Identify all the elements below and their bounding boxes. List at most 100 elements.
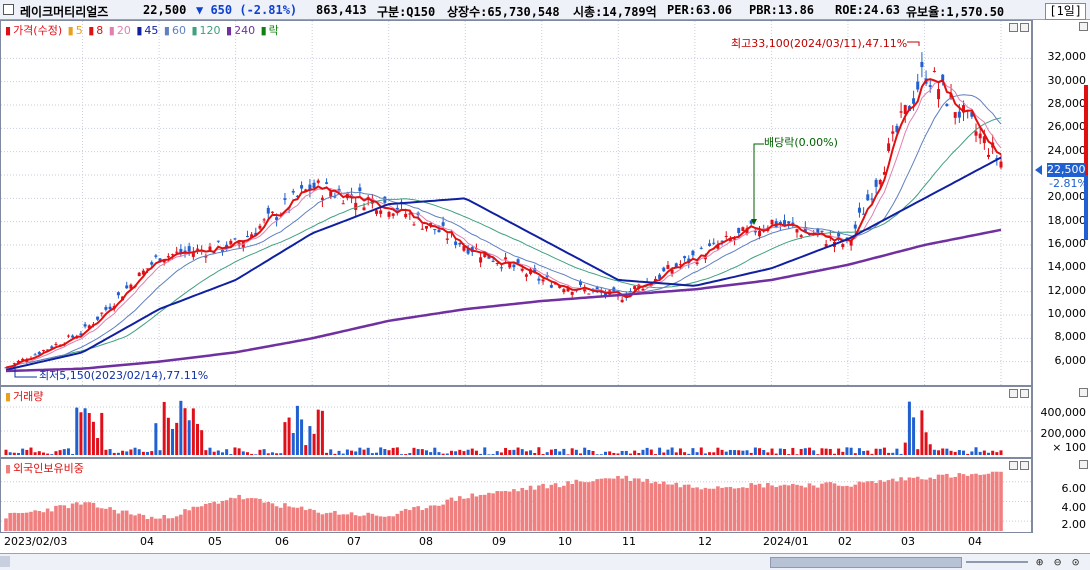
- foreign-bar: [349, 512, 354, 531]
- panel-window-buttons[interactable]: [1007, 23, 1029, 35]
- minimize-icon[interactable]: [1009, 23, 1018, 32]
- foreign-bar: [782, 484, 787, 531]
- legend-ma60[interactable]: 60: [171, 24, 186, 37]
- volume-bar: [749, 452, 753, 455]
- volume-bar: [437, 452, 441, 455]
- minimize-icon[interactable]: [1079, 22, 1088, 31]
- foreign-bar: [628, 480, 633, 531]
- foreign-panel[interactable]: ▮ 외국인보유비중: [0, 458, 1032, 533]
- zoom-out-icon[interactable]: ⊖: [1054, 555, 1062, 569]
- stock-checkbox[interactable]: [3, 4, 14, 15]
- price-tick-label: 30,000: [1047, 73, 1087, 87]
- foreign-bar: [457, 496, 462, 531]
- volume-bar: [824, 448, 828, 455]
- volume-bar: [670, 447, 674, 455]
- volume-bar: [708, 452, 712, 455]
- volume-bar: [703, 453, 707, 455]
- candle-body: [146, 268, 150, 270]
- foreign-bar: [711, 488, 716, 531]
- legend-ma45[interactable]: 45: [144, 24, 159, 37]
- candle-body: [233, 238, 237, 240]
- foreign-bar: [549, 484, 554, 531]
- volume-bar: [720, 449, 724, 455]
- foreign-bar: [49, 511, 54, 531]
- legend-drop[interactable]: 락: [268, 24, 279, 37]
- legend-price[interactable]: 가격(수정): [13, 24, 63, 37]
- volume-bar: [912, 417, 916, 455]
- scroll-left-icon[interactable]: [0, 556, 10, 567]
- candle-body: [316, 180, 320, 183]
- panel-window-buttons[interactable]: [1007, 389, 1029, 401]
- minimize-icon[interactable]: [1009, 389, 1018, 398]
- candle-body: [920, 61, 924, 68]
- close-icon[interactable]: [1020, 389, 1029, 398]
- foreign-bar: [824, 482, 828, 531]
- close-icon[interactable]: [1020, 461, 1029, 470]
- axis-window-buttons[interactable]: [1077, 388, 1088, 400]
- dividend-annotation: 배당락(0.00%): [764, 136, 838, 149]
- market-type: 구분:Q150: [377, 5, 436, 19]
- legend-ma5[interactable]: 5: [75, 24, 83, 37]
- down-range-bar: [1084, 175, 1088, 240]
- foreign-bar: [179, 514, 183, 531]
- candle-body: [999, 161, 1003, 168]
- candle-body: [624, 294, 628, 298]
- zoom-in-icon[interactable]: ⊕: [1036, 555, 1044, 569]
- volume-bar: [416, 449, 420, 455]
- price-axis[interactable]: 6,000 8,000 10,000 12,000 14,000 16,000 18,000…: [1032, 20, 1090, 386]
- volume-bar: [687, 453, 691, 455]
- close-icon[interactable]: [1020, 23, 1029, 32]
- candle-body: [116, 292, 120, 296]
- foreign-bar: [607, 478, 612, 531]
- price-tick-label: 14,000: [1047, 260, 1087, 274]
- volume-bar: [137, 449, 141, 455]
- legend-volume[interactable]: 거래량: [13, 390, 44, 403]
- foreign-bar: [449, 497, 454, 531]
- stock-name[interactable]: 레이크머티리얼즈: [20, 5, 109, 19]
- volume-panel[interactable]: ▮ 거래량: [0, 386, 1032, 458]
- legend-ma120[interactable]: 120: [199, 24, 221, 37]
- price-tick-label: 16,000: [1047, 237, 1087, 250]
- zoom-slider[interactable]: [966, 561, 1028, 563]
- quote-bar: 레이크머티리얼즈 22,500 ▼ 650 (-2.81%) 863,413 구…: [0, 0, 1090, 20]
- price-panel[interactable]: ▮ 가격(수정) ▮ 5 ▮ 8 ▮ 20 ▮ 45 ▮ 60 ▮ 120 ▮ 240 ▮ 락 최…: [0, 20, 1032, 386]
- foreign-bar: [274, 506, 279, 531]
- minimize-icon[interactable]: [1079, 460, 1088, 469]
- scroll-thumb[interactable]: [770, 557, 962, 568]
- legend-foreign[interactable]: 외국인보유비중: [13, 462, 84, 475]
- axis-window-buttons[interactable]: [1077, 22, 1088, 34]
- foreign-axis[interactable]: 6.00 4.00 2.00: [1032, 458, 1090, 533]
- period-selector[interactable]: [1일]: [1045, 3, 1086, 20]
- foreign-bar: [116, 513, 121, 531]
- zoom-reset-icon[interactable]: ⊙: [1072, 555, 1080, 569]
- volume-bar: [129, 449, 133, 455]
- foreign-bar: [587, 482, 591, 531]
- volume-bar: [866, 450, 870, 455]
- volume-axis[interactable]: 400,000 200,000 × 100: [1032, 386, 1090, 458]
- candle-body: [887, 143, 891, 151]
- axis-window-buttons[interactable]: [1077, 460, 1088, 472]
- legend-ma20[interactable]: 20: [116, 24, 131, 37]
- minimize-icon[interactable]: [1079, 388, 1088, 397]
- volume-bar: [171, 428, 175, 455]
- volume-tick-400000: 400,000: [1040, 406, 1087, 419]
- volume-bar: [395, 447, 399, 455]
- foreign-bar: [707, 488, 712, 531]
- legend-ma240[interactable]: 240: [234, 24, 256, 37]
- volume-bar: [907, 401, 911, 455]
- legend-ma8[interactable]: 8: [96, 24, 104, 37]
- volume-bar: [133, 447, 137, 455]
- minimize-icon[interactable]: [1009, 461, 1018, 470]
- candle-body: [987, 154, 991, 157]
- volume-bar: [812, 450, 816, 455]
- foreign-bar: [216, 503, 221, 531]
- volume-bar: [266, 453, 270, 455]
- panel-window-buttons[interactable]: [1007, 461, 1029, 473]
- candle-body: [275, 217, 279, 221]
- volume-bar: [279, 453, 283, 455]
- volume-bar: [216, 450, 220, 455]
- foreign-bar: [166, 518, 171, 531]
- scroll-bar[interactable]: ⊕ ⊖ ⊙: [0, 553, 1090, 570]
- foreign-bar: [437, 505, 441, 531]
- candle-body: [728, 238, 732, 242]
